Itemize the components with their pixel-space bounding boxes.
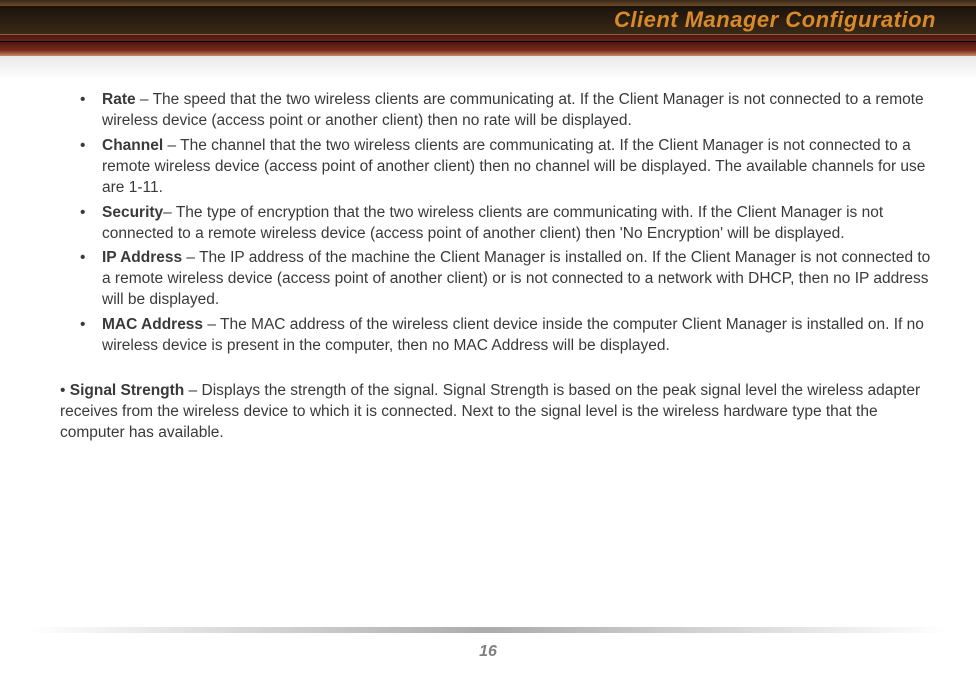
term-security: Security — [102, 204, 163, 221]
list-item: Rate – The speed that the two wireless c… — [80, 90, 936, 132]
desc-signal-strength: – Displays the strength of the signal. S… — [60, 382, 920, 441]
band-mid-stripe — [0, 34, 976, 42]
content-area: Rate – The speed that the two wireless c… — [0, 80, 976, 444]
page-title: Client Manager Configuration — [614, 7, 936, 33]
desc-security: – The type of encryption that the two wi… — [102, 204, 883, 242]
signal-strength-paragraph: • Signal Strength – Displays the strengt… — [60, 381, 936, 444]
list-item: Security– The type of encryption that th… — [80, 203, 936, 245]
band-fade — [0, 56, 976, 80]
term-rate: Rate — [102, 91, 136, 108]
footer-divider — [30, 627, 946, 633]
term-signal-strength: Signal Strength — [70, 382, 185, 399]
band-title-row: Client Manager Configuration — [0, 6, 976, 34]
desc-mac-address: – The MAC address of the wireless client… — [102, 316, 924, 354]
header-band: Client Manager Configuration — [0, 0, 976, 80]
list-item: Channel – The channel that the two wirel… — [80, 136, 936, 199]
list-item: IP Address – The IP address of the machi… — [80, 248, 936, 311]
band-bottom-stripe — [0, 42, 976, 56]
definition-list: Rate – The speed that the two wireless c… — [60, 90, 936, 357]
desc-channel: – The channel that the two wireless clie… — [102, 137, 925, 196]
list-item: MAC Address – The MAC address of the wir… — [80, 315, 936, 357]
desc-ip-address: – The IP address of the machine the Clie… — [102, 249, 930, 308]
page-number: 16 — [0, 643, 976, 661]
desc-rate: – The speed that the two wireless client… — [102, 91, 924, 129]
term-mac-address: MAC Address — [102, 316, 203, 333]
term-channel: Channel — [102, 137, 163, 154]
term-ip-address: IP Address — [102, 249, 182, 266]
